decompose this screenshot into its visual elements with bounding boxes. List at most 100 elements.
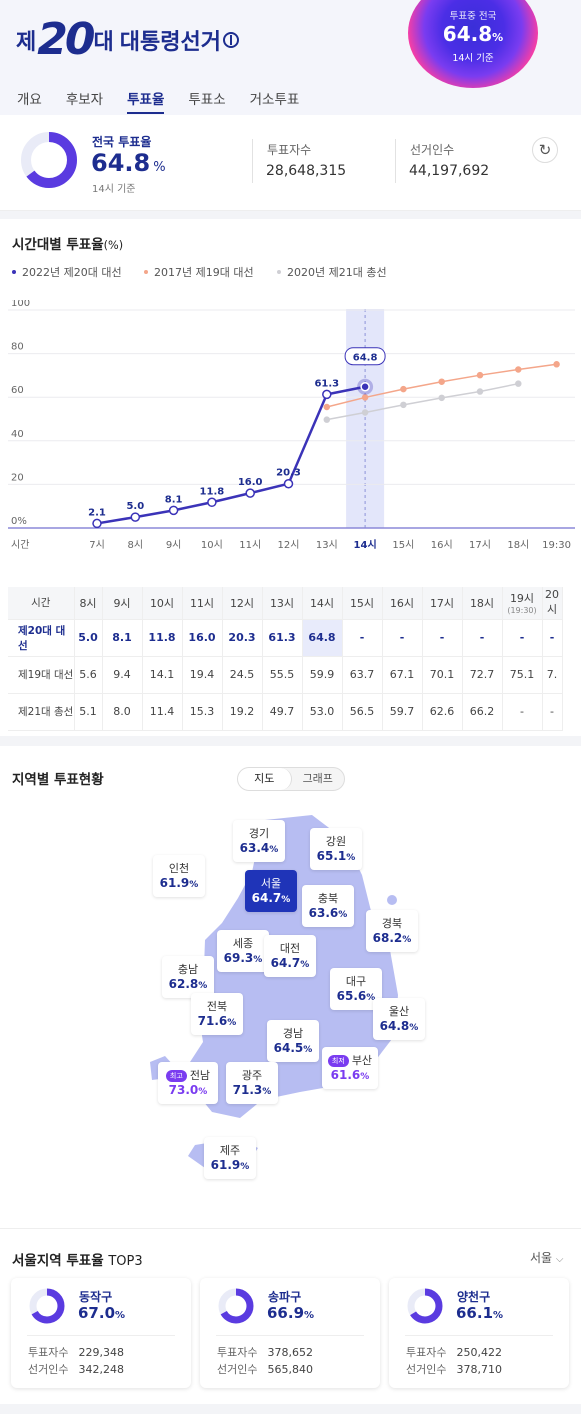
data-point <box>322 389 332 400</box>
x-tick-label: 9시 <box>166 539 182 551</box>
region-value: 61.6% <box>330 1068 370 1082</box>
divider <box>395 139 396 183</box>
voters-label: 투표자수 <box>406 1346 447 1359</box>
dropdown-value: 서울 <box>530 1251 553 1265</box>
table-cell: 9.4 <box>102 656 143 694</box>
x-tick-label: 8시 <box>128 539 144 551</box>
region-value-number: 64.7 <box>251 891 282 905</box>
table-cell: 5.1 <box>74 693 103 731</box>
x-tick-label: 12시 <box>278 539 300 551</box>
data-point <box>553 361 560 368</box>
region-value: 64.7% <box>251 891 291 905</box>
data-label: 2.1 <box>88 507 106 518</box>
region-name: 전북 <box>191 998 243 1014</box>
region-name-text: 대구 <box>345 975 367 988</box>
region-2[interactable]: 강원 65.1% <box>310 828 362 870</box>
graph-view-button[interactable]: 그래프 <box>302 772 333 785</box>
table-cell: - <box>382 619 423 657</box>
region-8[interactable]: 대전 64.7% <box>264 935 316 977</box>
top3-suffix: TOP3 <box>108 1254 143 1269</box>
legend-2022: 2022년 제20대 대선 <box>12 264 122 280</box>
region-name-text: 광주 <box>241 1069 263 1082</box>
region-name-text: 경기 <box>248 827 270 840</box>
x-tick-label: 15시 <box>392 539 414 551</box>
region-value-number: 69.3 <box>223 951 254 965</box>
region-1[interactable]: 경기 63.4% <box>233 820 285 862</box>
region-9[interactable]: 충남 62.8% <box>162 956 214 998</box>
region-name-text: 전남 <box>189 1069 211 1082</box>
table-col-header: 14시 <box>302 587 343 620</box>
table-header-row: 시간 8시 9시 10시 11시 12시 13시 14시 15시 16시 17시… <box>8 587 563 620</box>
region-16[interactable]: 광주 71.3% <box>226 1062 278 1104</box>
x-tick-label: 13시 <box>316 539 338 551</box>
region-15[interactable]: 최고 전남 73.0% <box>158 1062 218 1104</box>
min-badge: 최저 <box>327 1055 349 1067</box>
region-name: 충북 <box>302 890 354 906</box>
region-dropdown[interactable]: 서울 ⌵ <box>530 1249 564 1266</box>
region-6[interactable]: 경북 68.2% <box>366 910 418 952</box>
tab-turnout[interactable]: 투표율 <box>127 88 165 114</box>
table-cell: 61.3 <box>262 619 303 657</box>
table-col-header: 18시 <box>462 587 503 620</box>
table-cell: 63.7 <box>342 656 383 694</box>
legend-2020: 2020년 제21대 총선 <box>277 264 387 280</box>
table-col-header: 11시 <box>182 587 223 620</box>
table-row-header: 제21대 총선 <box>8 693 75 731</box>
table-cell: 16.0 <box>182 619 223 657</box>
region-name: 최저 부산 <box>322 1052 378 1068</box>
electorate-value: 565,840 <box>267 1363 313 1376</box>
region-11[interactable]: 전북 71.6% <box>191 993 243 1035</box>
tab-polling-stations[interactable]: 투표소 <box>188 92 226 108</box>
district-card[interactable]: 송파구 66.9% 투표자수 378,652 선거인수 565,840 <box>200 1278 380 1388</box>
y-tick-label: 0% <box>11 516 27 527</box>
table-cell: 59.7 <box>382 693 423 731</box>
region-5[interactable]: 충북 63.6% <box>302 885 354 927</box>
region-name: 대전 <box>264 940 316 956</box>
data-point <box>438 394 445 402</box>
data-point <box>361 394 369 401</box>
tab-candidates[interactable]: 후보자 <box>65 92 104 108</box>
tab-absentee[interactable]: 거소투표 <box>249 92 300 108</box>
district-card[interactable]: 동작구 67.0% 투표자수 229,348 선거인수 342,248 <box>11 1278 191 1388</box>
table-col-header: 13시 <box>262 587 303 620</box>
electorate-label: 선거인수 <box>406 1363 447 1376</box>
table-cell: - <box>422 619 463 657</box>
legend-label: 2022년 제20대 대선 <box>22 266 122 279</box>
y-tick-label: 100 <box>11 300 30 309</box>
district-donut <box>218 1288 254 1324</box>
region-3[interactable]: 인천 61.9% <box>153 855 205 897</box>
orb-value-number: 64.8 <box>442 22 493 46</box>
region-name-text: 경북 <box>381 917 403 930</box>
map-view-button[interactable]: 지도 <box>238 768 292 790</box>
table-cell: 70.1 <box>422 656 463 694</box>
live-turnout-badge: 투표중 전국 64.8% 14시 기준 <box>408 0 538 88</box>
electorate-value: 342,248 <box>78 1363 124 1376</box>
region-7[interactable]: 세종 69.3% <box>217 930 269 972</box>
region-4[interactable]: 서울 64.7% <box>245 870 297 912</box>
x-tick-label: 19:30 <box>542 540 571 551</box>
region-value-number: 73.0 <box>168 1083 199 1097</box>
refresh-button[interactable]: ↻ <box>532 137 558 163</box>
region-14[interactable]: 최저 부산 61.6% <box>322 1047 378 1089</box>
data-point <box>168 505 179 516</box>
district-card[interactable]: 양천구 66.1% 투표자수 250,422 선거인수 378,710 <box>389 1278 569 1388</box>
region-13[interactable]: 경남 64.5% <box>267 1020 319 1062</box>
national-turnout-unit: % <box>153 160 166 175</box>
x-axis-name: 시간 <box>11 539 29 551</box>
table-col-header: 10시 <box>142 587 183 620</box>
region-value-number: 63.6 <box>308 906 339 920</box>
table-corner: 시간 <box>8 587 75 620</box>
region-value-number: 61.9 <box>210 1158 241 1172</box>
region-value: 65.6% <box>336 989 376 1003</box>
region-name: 세종 <box>217 935 269 951</box>
region-12[interactable]: 울산 64.8% <box>373 998 425 1040</box>
region-17[interactable]: 제주 61.9% <box>204 1137 256 1179</box>
region-value-number: 64.8 <box>379 1019 410 1033</box>
table-cell: 15.3 <box>182 693 223 731</box>
tab-overview[interactable]: 개요 <box>17 92 42 108</box>
x-tick-label: 7시 <box>89 539 105 551</box>
chart-title: 시간대별 투표율 <box>12 237 104 253</box>
x-tick-label: 17시 <box>469 539 491 551</box>
table-cell: 19.4 <box>182 656 223 694</box>
highlight-tooltip-text: 64.8 <box>353 353 378 364</box>
